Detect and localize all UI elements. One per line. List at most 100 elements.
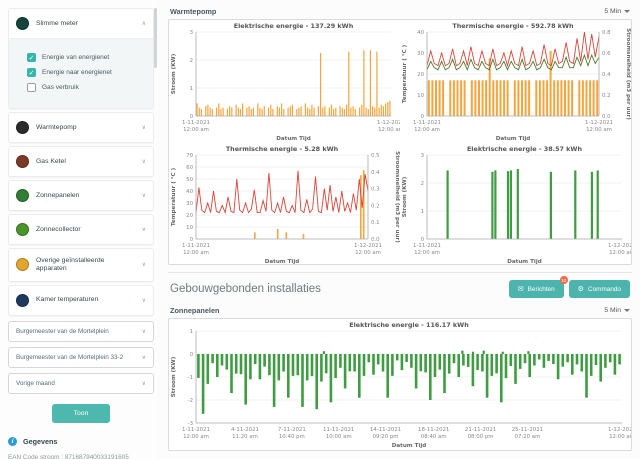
zonnepanelen-section-header: Zonnepanelen 5 Min (168, 304, 632, 318)
sidebar-item-overige-apparaten[interactable]: Overige geïnstalleerde apparaten ∨ (9, 249, 153, 281)
menu-card-gas-ketel: Gas Ketel ∨ (8, 146, 154, 177)
svg-text:0.2: 0.2 (602, 93, 611, 99)
sidebar: Slimme meter ∧ ✓ Energie van energienet … (0, 0, 158, 459)
svg-text:Temperatuur ( °C ): Temperatuur ( °C ) (402, 44, 408, 103)
svg-text:12:00 am: 12:00 am (183, 434, 209, 440)
room-temperatures-icon (16, 293, 29, 307)
svg-text:Elektrische energie - 38.57 kW: Elektrische energie - 38.57 kWh (467, 145, 583, 153)
svg-text:20: 20 (186, 213, 193, 219)
sidebar-item-label: Zonnecollector (36, 225, 81, 233)
chevron-down-icon: ∨ (141, 227, 146, 233)
svg-text:50: 50 (186, 177, 193, 183)
zonnepanelen-interval-dropdown[interactable]: 5 Min (604, 307, 630, 314)
svg-text:0.5: 0.5 (371, 153, 380, 159)
svg-text:10: 10 (417, 93, 424, 99)
select-value: Vorige maand (16, 379, 55, 387)
menu-card-zonnecollector: Zonnecollector ∨ (8, 214, 154, 245)
chevron-up-icon: ∧ (141, 21, 146, 27)
warmtepomp-interval-dropdown[interactable]: 5 Min (604, 8, 630, 15)
sidebar-item-label: Gas Ketel (36, 157, 66, 165)
smart-meter-icon (16, 17, 29, 30)
gebouw-section-header: Gebouwgebonden installaties ✉ Berichten … (168, 276, 632, 304)
svg-text:3: 3 (421, 153, 424, 159)
select-value: Burgemeester van de Mortelplein (16, 327, 109, 335)
chevron-down-icon: ∨ (141, 125, 146, 131)
svg-text:Thermische energie - 592.78 kW: Thermische energie - 592.78 kWh (452, 22, 574, 30)
warmtepomp-section-header: Warmtepomp 5 Min (168, 5, 632, 19)
svg-text:1-11-2021: 1-11-2021 (182, 427, 210, 433)
svg-text:1: 1 (190, 86, 193, 92)
checkbox-label: Energie naar energienet (42, 69, 112, 76)
svg-text:4-11-2021: 4-11-2021 (231, 427, 259, 433)
sidebar-item-zonnecollector[interactable]: Zonnecollector ∨ (9, 215, 153, 244)
chevron-down-icon: ∨ (141, 262, 146, 269)
select-periode[interactable]: Vorige maand ∨ (8, 372, 154, 394)
svg-text:1-12-2021: 1-12-2021 (354, 243, 382, 249)
svg-text:70: 70 (186, 153, 193, 159)
sidebar-item-warmtepomp[interactable]: Warmtepomp ∨ (9, 113, 153, 142)
envelope-icon: ✉ (517, 286, 524, 293)
svg-text:0.4: 0.4 (602, 72, 611, 78)
menu-card-slimme-meter: Slimme meter ∧ ✓ Energie van energienet … (8, 8, 154, 109)
svg-text:12:00 am: 12:00 am (609, 250, 631, 256)
sidebar-item-gas-ketel[interactable]: Gas Ketel ∨ (9, 147, 153, 176)
chart-warmtepomp-thermische-energie-2: 0 10 20 30 40 50 60 70 0.0 0.1 0.2 0.3 0.4 0.5 Thermis… (169, 143, 400, 266)
svg-text:0: 0 (190, 114, 194, 120)
svg-text:0.4: 0.4 (371, 170, 380, 176)
sidebar-item-zonnepanelen[interactable]: Zonnepanelen ∨ (9, 181, 153, 210)
svg-text:1-12-2021: 1-12-2021 (585, 120, 613, 126)
interval-value: 5 Min (604, 8, 621, 15)
svg-text:08:00 pm: 08:00 pm (468, 434, 494, 440)
chart-zonnepanelen-elektrische-energie: 1 0 -1 -2 -3 Elektrische energie - 116.17 kWh… (168, 318, 636, 451)
sidebar-item-kamer-temperaturen[interactable]: Kamer temperaturen ∨ (9, 286, 153, 315)
checkbox-energie-van-energienet[interactable]: ✓ Energie van energienet (27, 53, 147, 62)
svg-text:07:20 am: 07:20 am (515, 434, 541, 440)
info-icon: i (8, 436, 17, 446)
svg-text:Datum Tijd: Datum Tijd (276, 136, 311, 142)
select-locatie[interactable]: Burgemeester van de Mortelplein ∨ (8, 320, 154, 342)
svg-text:12:00 am: 12:00 am (378, 127, 400, 133)
svg-text:1-12-2021: 1-12-2021 (608, 427, 631, 433)
section-divider (168, 272, 632, 273)
svg-text:12:00 am: 12:00 am (609, 434, 631, 440)
commando-button[interactable]: ⚙ Commando (568, 280, 630, 298)
svg-text:1-12-2021: 1-12-2021 (377, 120, 400, 126)
svg-text:0.2: 0.2 (371, 203, 380, 209)
menu-card-overige-apparaten: Overige geïnstalleerde apparaten ∨ (8, 248, 154, 282)
svg-text:40: 40 (417, 30, 424, 36)
heat-pump-icon (16, 121, 29, 134)
checkbox-unchecked-icon (27, 83, 36, 92)
svg-text:10: 10 (186, 225, 193, 231)
svg-text:7-11-2021: 7-11-2021 (278, 427, 306, 433)
svg-text:12:00 am: 12:00 am (414, 250, 440, 256)
svg-text:Elektrische energie - 137.29 k: Elektrische energie - 137.29 kWh (234, 22, 354, 30)
notification-badge: 10 (559, 276, 568, 284)
svg-text:10:40 pm: 10:40 pm (279, 434, 305, 440)
svg-text:-2: -2 (188, 398, 193, 404)
svg-text:2: 2 (421, 181, 424, 187)
svg-text:0: 0 (190, 352, 194, 358)
gebouw-section-title: Gebouwgebonden installaties (170, 283, 321, 295)
sidebar-item-label: Slimme meter (36, 19, 78, 27)
svg-text:12:00 am: 12:00 am (414, 127, 440, 133)
sidebar-scrollbar[interactable] (154, 8, 157, 68)
solar-collector-icon (16, 223, 29, 236)
select-adres[interactable]: Burgemeester van de Mortelplein 33-2 ∨ (8, 346, 154, 368)
berichten-button[interactable]: ✉ Berichten 10 (508, 276, 568, 298)
checkbox-energie-naar-energienet[interactable]: ✓ Energie naar energienet (27, 68, 147, 77)
sidebar-item-label: Zonnepanelen (36, 191, 80, 199)
svg-text:08:40 am: 08:40 am (421, 434, 447, 440)
select-value: Burgemeester van de Mortelplein 33-2 (16, 353, 124, 361)
sidebar-item-label: Kamer temperaturen (36, 296, 99, 304)
sidebar-item-slimme-meter[interactable]: Slimme meter ∧ (9, 9, 153, 38)
gas-boiler-icon (16, 155, 29, 168)
chevron-down-icon (624, 309, 630, 312)
solar-panels-icon (16, 189, 29, 202)
menu-card-kamer-temperaturen: Kamer temperaturen ∨ (8, 284, 154, 316)
gegevens-header: i Gegevens (8, 436, 154, 446)
toon-button[interactable]: Toon (51, 403, 111, 423)
svg-text:0.8: 0.8 (602, 30, 611, 36)
checkbox-gas-verbruik[interactable]: Gas verbruik (27, 83, 147, 92)
chevron-down-icon: ∨ (141, 297, 146, 304)
